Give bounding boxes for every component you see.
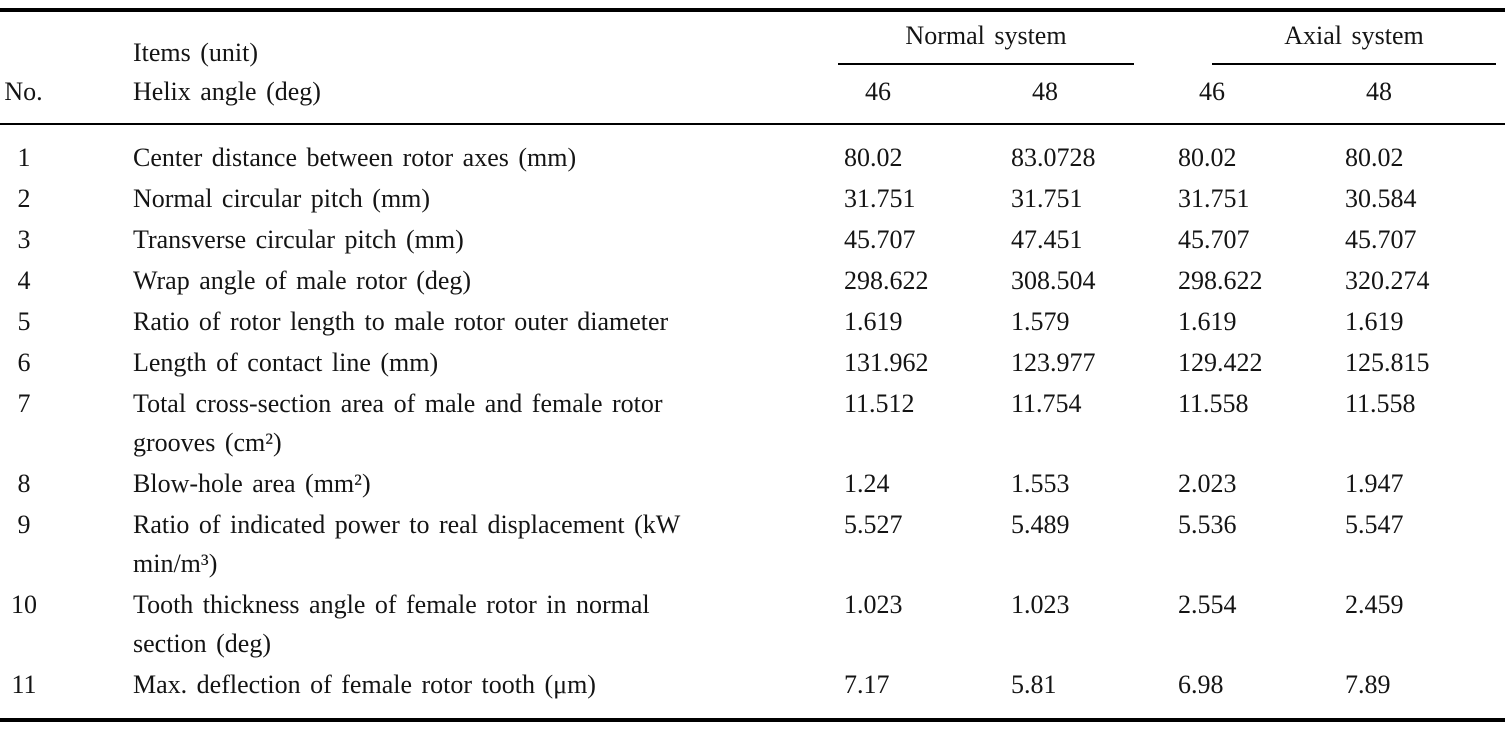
item-label: Blow-hole area (mm²) — [133, 469, 371, 498]
value-cell: 5.547 — [1345, 510, 1404, 539]
row-number: 4 — [17, 266, 31, 295]
value-cell: 45.707 — [844, 225, 916, 254]
value-cell: 80.02 — [844, 143, 903, 172]
value-cell: 45.707 — [1345, 225, 1417, 254]
row-number: 10 — [11, 590, 37, 619]
value-cell: 80.02 — [1345, 143, 1404, 172]
normal-system-label: Normal system — [905, 21, 1067, 50]
value-cell: 31.751 — [1011, 184, 1083, 213]
value-cell: 123.977 — [1011, 348, 1096, 377]
value-cell: 31.751 — [844, 184, 916, 213]
table-row: 9 Ratio of indicated power to real displa… — [0, 504, 1505, 584]
value-cell: 1.619 — [1178, 307, 1237, 336]
value-cell: 298.622 — [844, 266, 929, 295]
items-header-line1: Items (unit) — [133, 38, 259, 67]
value-cell: 1.947 — [1345, 469, 1404, 498]
table-row: 8 Blow-hole area (mm²) 1.24 1.553 2.023 1.947 — [0, 463, 1505, 504]
value-cell: 30.584 — [1345, 184, 1417, 213]
row-number: 11 — [11, 670, 37, 699]
table-row: 6 Length of contact line (mm) 131.962 123.9… — [0, 342, 1505, 383]
item-label: Transverse circular pitch (mm) — [133, 225, 464, 254]
table-row: 3 Transverse circular pitch (mm) 45.707 47.… — [0, 219, 1505, 260]
value-cell: 125.815 — [1345, 348, 1430, 377]
value-cell: 1.553 — [1011, 469, 1070, 498]
group-header-row: No. Items (unit) Helix angle (deg) Norma… — [0, 10, 1505, 125]
row-number: 5 — [17, 307, 31, 336]
normal-system-underline: Normal system — [838, 16, 1134, 65]
table-row: 5 Ratio of rotor length to male rotor out… — [0, 301, 1505, 342]
value-cell: 80.02 — [1178, 143, 1237, 172]
value-cell: 1.579 — [1011, 307, 1070, 336]
value-cell: 320.274 — [1345, 266, 1430, 295]
value-cell: 5.536 — [1178, 510, 1237, 539]
value-cell: 47.451 — [1011, 225, 1083, 254]
helix-angle-header-axial-46: 46 — [1169, 66, 1336, 125]
item-label: Ratio of indicated power to real displac… — [133, 510, 680, 578]
group-header-axial-system: Axial system — [1169, 10, 1505, 66]
value-cell: 1.619 — [844, 307, 903, 336]
value-cell: 308.504 — [1011, 266, 1096, 295]
value-cell: 5.527 — [844, 510, 903, 539]
value-cell: 11.512 — [844, 389, 915, 418]
axial-system-underline: Axial system — [1212, 16, 1496, 65]
value-cell: 129.422 — [1178, 348, 1263, 377]
helix-angle-header-axial-48: 48 — [1336, 66, 1505, 125]
group-header-normal-system: Normal system — [835, 10, 1169, 66]
item-label: Max. deflection of female rotor tooth (μ… — [133, 670, 596, 699]
value-cell: 1.023 — [1011, 590, 1070, 619]
table-row: 2 Normal circular pitch (mm) 31.751 31.751 3… — [0, 178, 1505, 219]
table-row: 10 Tooth thickness angle of female rotor … — [0, 584, 1505, 664]
row-number: 8 — [17, 469, 31, 498]
value-cell: 131.962 — [844, 348, 929, 377]
subcolumn-header-row: 46 48 46 48 — [0, 66, 1505, 125]
value-cell: 2.554 — [1178, 590, 1237, 619]
value-cell: 2.023 — [1178, 469, 1237, 498]
value-cell: 11.754 — [1011, 389, 1082, 418]
value-cell: 7.89 — [1345, 670, 1391, 699]
value-cell: 45.707 — [1178, 225, 1250, 254]
value-cell: 11.558 — [1345, 389, 1416, 418]
item-label: Length of contact line (mm) — [133, 348, 439, 377]
table-row: 4 Wrap angle of male rotor (deg) 298.622 30… — [0, 260, 1505, 301]
table-header: No. Items (unit) Helix angle (deg) Norma… — [0, 10, 1505, 125]
value-cell: 6.98 — [1178, 670, 1224, 699]
table-row: 1 Center distance between rotor axes (mm)… — [0, 124, 1505, 178]
row-number: 7 — [17, 389, 31, 418]
item-label: Center distance between rotor axes (mm) — [133, 143, 577, 172]
value-cell: 7.17 — [844, 670, 890, 699]
value-cell: 5.81 — [1011, 670, 1057, 699]
row-number: 2 — [17, 184, 31, 213]
value-cell: 31.751 — [1178, 184, 1250, 213]
value-cell: 1.24 — [844, 469, 890, 498]
row-number: 1 — [17, 143, 31, 172]
value-cell: 83.0728 — [1011, 143, 1096, 172]
helix-angle-header-normal-46: 46 — [835, 66, 1002, 125]
item-label: Normal circular pitch (mm) — [133, 184, 431, 213]
rotor-parameters-table: No. Items (unit) Helix angle (deg) Norma… — [0, 8, 1505, 722]
value-cell: 11.558 — [1178, 389, 1249, 418]
item-label: Total cross-section area of male and fem… — [133, 389, 663, 457]
row-number: 9 — [17, 510, 31, 539]
no-column-header: No. — [0, 10, 125, 125]
row-number: 3 — [17, 225, 31, 254]
axial-system-label: Axial system — [1284, 21, 1424, 50]
helix-angle-header-normal-48: 48 — [1002, 66, 1169, 125]
row-number: 6 — [17, 348, 31, 377]
item-label: Tooth thickness angle of female rotor in… — [133, 590, 650, 658]
item-label: Ratio of rotor length to male rotor oute… — [133, 307, 669, 336]
value-cell: 1.619 — [1345, 307, 1404, 336]
items-column-header: Items (unit) Helix angle (deg) — [125, 10, 835, 125]
value-cell: 1.023 — [844, 590, 903, 619]
table-row: 11 Max. deflection of female rotor tooth … — [0, 664, 1505, 720]
table-row: 7 Total cross-section area of male and fe… — [0, 383, 1505, 463]
item-label: Wrap angle of male rotor (deg) — [133, 266, 472, 295]
items-header-line2: Helix angle (deg) — [133, 77, 321, 106]
value-cell: 5.489 — [1011, 510, 1070, 539]
value-cell: 2.459 — [1345, 590, 1404, 619]
table-body: 1 Center distance between rotor axes (mm)… — [0, 124, 1505, 720]
value-cell: 298.622 — [1178, 266, 1263, 295]
